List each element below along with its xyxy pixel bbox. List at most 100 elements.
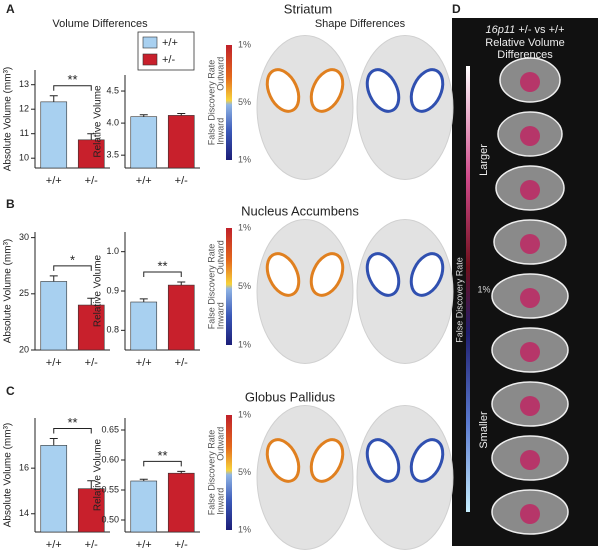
- structure: [265, 252, 301, 297]
- significance-label: **: [157, 448, 167, 463]
- brain: [256, 219, 354, 364]
- panel-label: A: [6, 2, 15, 16]
- y-axis-label: Relative Volume: [93, 254, 104, 327]
- structure: [409, 438, 445, 483]
- x-tick-label: +/-: [85, 175, 98, 187]
- significance-bracket: [143, 271, 182, 277]
- structure: [409, 68, 445, 113]
- bar: [130, 116, 158, 169]
- structure: [309, 438, 345, 483]
- brain: [256, 35, 354, 180]
- scale-label: False Discovery Rate: [206, 430, 216, 516]
- y-tick-label: 0.9: [106, 285, 119, 295]
- scale-tick: 5%: [238, 281, 251, 291]
- bar: [130, 301, 158, 351]
- error-bar: [139, 114, 148, 117]
- slice-highlight: [520, 450, 540, 470]
- structure: [265, 438, 301, 483]
- section-title: Nucleus Accumbens: [241, 203, 359, 218]
- structure: [409, 252, 445, 297]
- colorbar: [226, 228, 232, 345]
- y-axis-label: Absolute Volume (mm³): [3, 423, 14, 527]
- scale-label: Inward: [215, 118, 225, 145]
- y-axis-label: Absolute Volume (mm³): [3, 239, 14, 343]
- error-bar: [139, 478, 148, 481]
- colorbar: [226, 45, 232, 160]
- scale-label: Outward: [215, 240, 225, 274]
- panel-label: C: [6, 384, 15, 398]
- significance-label: **: [67, 415, 77, 430]
- significance-bracket: [53, 265, 92, 271]
- bar: [77, 304, 105, 351]
- brain: [256, 405, 354, 550]
- bar: [130, 480, 158, 533]
- error-bar: [87, 480, 96, 489]
- slice-highlight: [520, 342, 540, 362]
- x-tick-label: +/-: [175, 175, 188, 187]
- significance-label: **: [67, 72, 77, 87]
- significance-label: **: [157, 258, 167, 273]
- error-bar: [49, 275, 58, 282]
- panel-label: B: [6, 197, 15, 211]
- x-tick-label: +/-: [85, 539, 98, 550]
- title-rest: +/- vs +/+: [515, 24, 564, 36]
- y-tick-label: 0.8: [106, 325, 119, 335]
- scale-tick: 1%: [238, 409, 251, 419]
- slice-highlight: [520, 234, 540, 254]
- legend-swatch: [142, 36, 158, 49]
- x-tick-label: +/-: [85, 357, 98, 369]
- structure: [309, 68, 345, 113]
- scale-value: 1%: [477, 284, 490, 294]
- scale-label: Smaller: [478, 411, 490, 449]
- y-axis-label: Absolute Volume (mm³): [3, 67, 14, 171]
- y-tick-label: 25: [19, 288, 29, 298]
- legend: +/+ +/-: [137, 31, 195, 71]
- scale-label: False Discovery Rate: [206, 60, 216, 146]
- slice-highlight: [520, 396, 540, 416]
- y-tick-label: 10: [19, 153, 29, 163]
- heading: Volume Differences: [52, 18, 148, 30]
- colorbar: [466, 66, 470, 512]
- error-bar: [49, 438, 58, 446]
- significance-bracket: [53, 85, 92, 91]
- scale-label: Outward: [215, 427, 225, 461]
- y-axis-label: Relative Volume: [93, 85, 104, 158]
- y-tick-label: 16: [19, 463, 29, 473]
- scale-label: False Discovery Rate: [454, 257, 464, 343]
- structure: [265, 68, 301, 113]
- error-bar: [177, 281, 186, 286]
- error-bar: [139, 298, 148, 303]
- bar: [40, 445, 68, 533]
- y-tick-label: 12: [19, 104, 29, 114]
- panel-d-title: Differences: [497, 49, 553, 61]
- bar: [167, 284, 195, 351]
- bar: [40, 281, 68, 351]
- scale-tick: 1%: [238, 222, 251, 232]
- error-bar: [87, 133, 96, 140]
- y-tick-label: 1.0: [106, 246, 119, 256]
- panel-d-title: Relative Volume: [485, 37, 565, 49]
- colorbar: [226, 415, 232, 530]
- bar: [40, 101, 68, 169]
- scale-tick: 1%: [238, 39, 251, 49]
- scale-tick: 5%: [238, 97, 251, 107]
- y-tick-label: 30: [19, 232, 29, 242]
- y-tick-label: 13: [19, 79, 29, 89]
- y-tick-label: 14: [19, 508, 29, 518]
- bar: [77, 488, 105, 533]
- scale-label: Inward: [215, 488, 225, 515]
- y-tick-label: 4.5: [106, 85, 119, 95]
- x-tick-label: +/-: [175, 357, 188, 369]
- heading: Shape Differences: [315, 18, 406, 30]
- structure: [365, 438, 401, 483]
- error-bar: [177, 470, 186, 474]
- y-tick-label: 0.50: [101, 514, 119, 524]
- x-tick-label: +/-: [175, 539, 188, 550]
- scale-tick: 1%: [238, 154, 251, 164]
- significance-bracket: [53, 428, 92, 434]
- bar: [167, 472, 195, 533]
- brain: [356, 219, 454, 364]
- significance-label: *: [70, 252, 75, 267]
- panel-label: D: [452, 2, 461, 16]
